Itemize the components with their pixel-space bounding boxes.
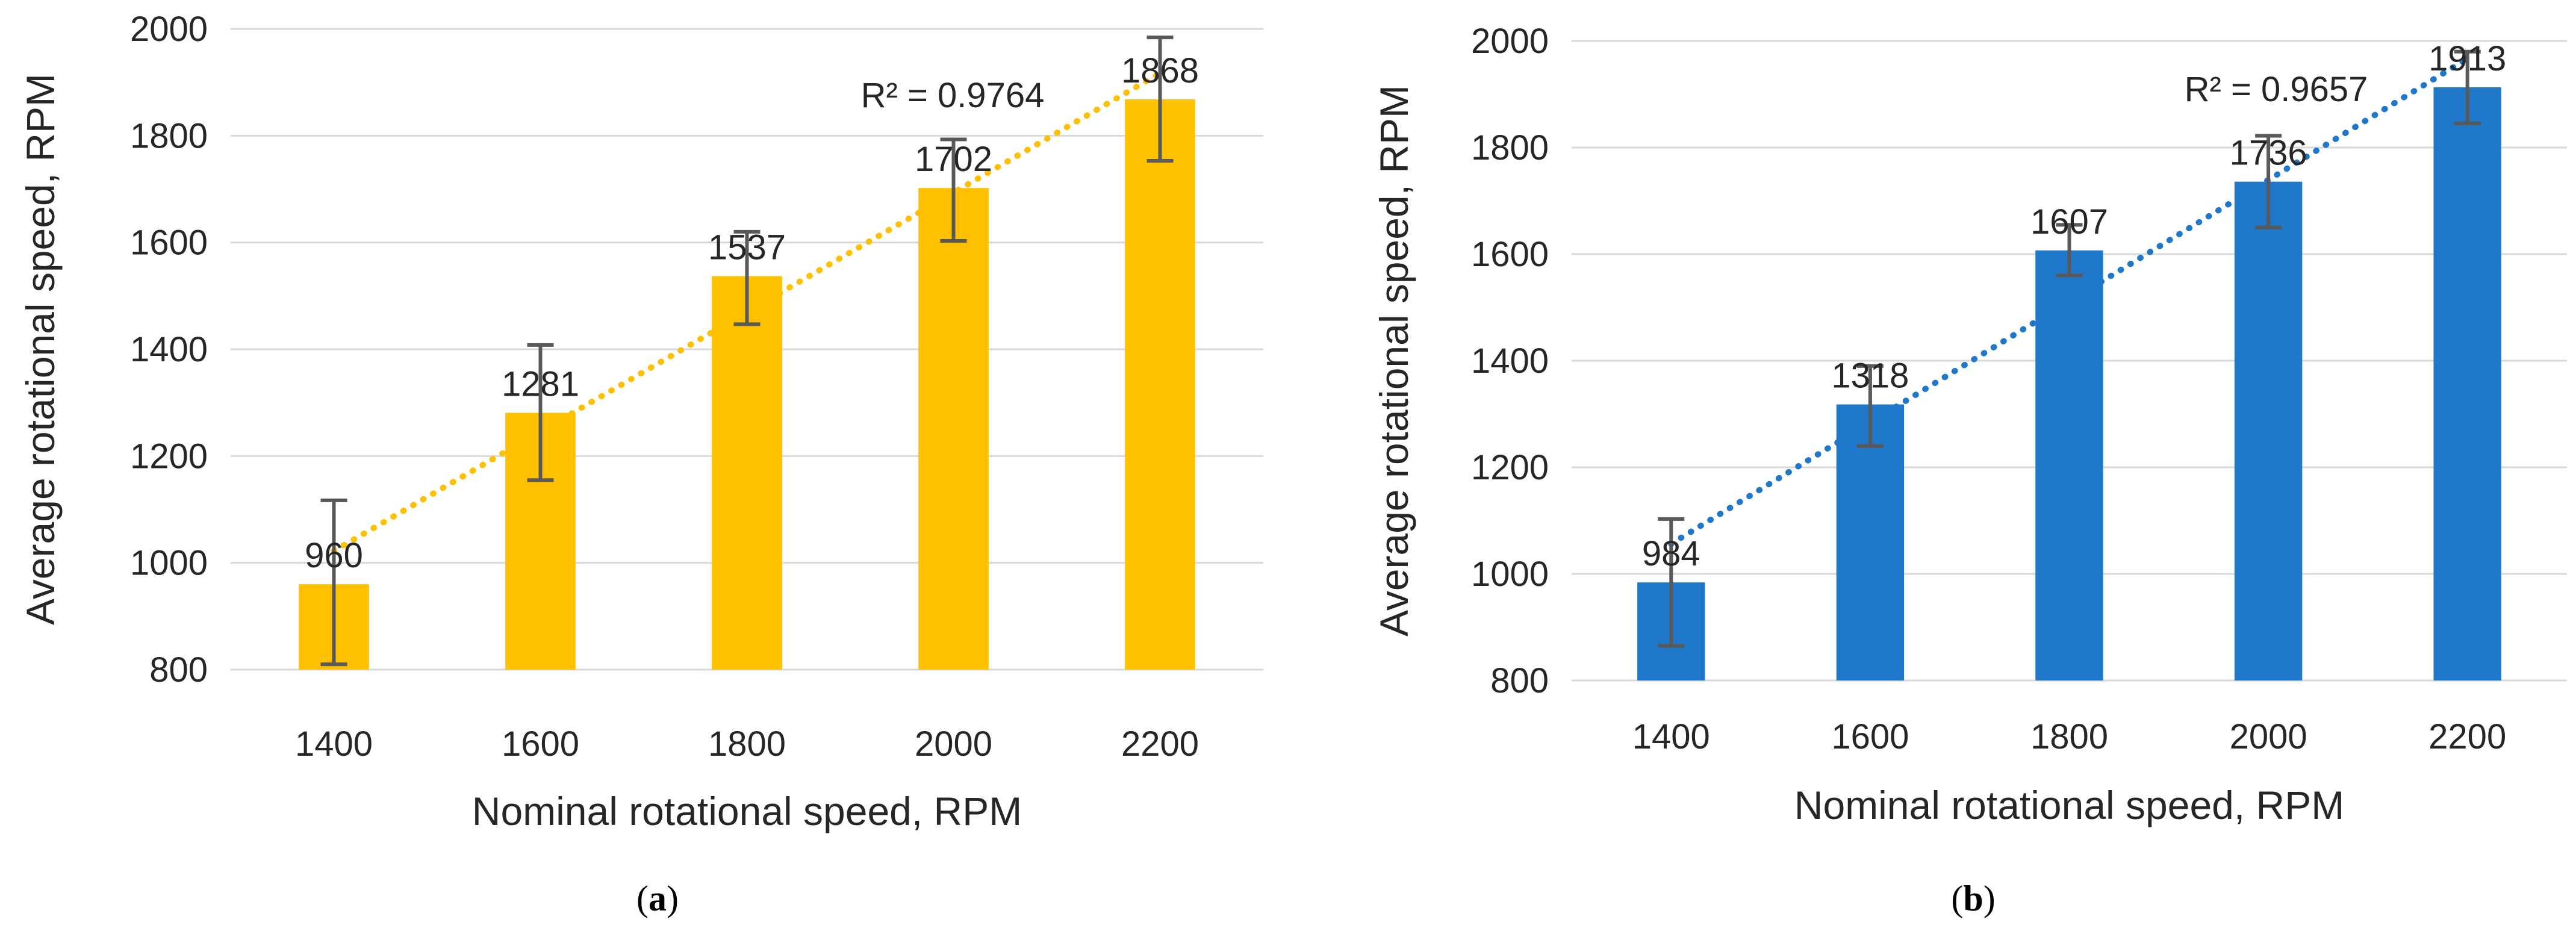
chart-a-bar	[918, 188, 989, 670]
chart-b-ytick-label: 1800	[1471, 128, 1549, 167]
chart-b-xtick-label: 1600	[1831, 717, 1909, 756]
chart-b-xtick-label: 1400	[1632, 717, 1710, 756]
chart-b-bar	[2234, 181, 2303, 680]
chart-b-data-label: 1736	[2230, 134, 2307, 173]
chart-b-y-axis-title: Average rotational speed, RPM	[1372, 85, 1416, 637]
chart-panel-a: 800 1000 1200 1400 1600 1800 2000 960 1281 1537 17…	[18, 10, 1263, 833]
chart-b-ytick-label: 2000	[1471, 22, 1549, 61]
chart-a-ytick-label: 1000	[130, 544, 208, 583]
chart-a-trendline	[331, 70, 1163, 554]
chart-a-ytick-label: 1800	[130, 116, 208, 155]
chart-b-ytick-label: 1600	[1471, 235, 1549, 274]
chart-b-data-label: 1913	[2428, 39, 2506, 78]
chart-a-x-axis-title: Nominal rotational speed, RPM	[472, 789, 1022, 833]
chart-b-bar	[1836, 404, 1905, 680]
chart-a-xtick-label: 2200	[1121, 724, 1199, 764]
chart-a-xtick-label: 1800	[708, 724, 786, 764]
chart-a-ytick-label: 1600	[130, 223, 208, 263]
chart-b-ytick-label: 1200	[1471, 448, 1549, 487]
chart-a-ytick-label: 800	[149, 650, 208, 690]
chart-b-xtick-label: 2200	[2428, 717, 2506, 756]
chart-a-y-axis-title: Average rotational speed, RPM	[18, 73, 63, 625]
chart-b-r2-label: R² = 0.9657	[2185, 70, 2368, 109]
chart-a-bar	[1125, 99, 1195, 670]
chart-a-ytick-label: 1200	[130, 437, 208, 476]
chart-a-data-label: 1281	[502, 365, 579, 404]
chart-a-r2-label: R² = 0.9764	[861, 76, 1045, 115]
chart-b-bar	[2035, 250, 2103, 680]
chart-a-data-label: 960	[305, 536, 363, 575]
chart-a-ytick-label: 2000	[130, 10, 208, 49]
chart-a-bar	[712, 276, 782, 670]
chart-a-data-label: 1868	[1121, 51, 1199, 90]
chart-a-data-label: 1537	[708, 228, 786, 267]
chart-panel-b: 800 1000 1200 1400 1600 1800 2000 984 1318 1607 17…	[1372, 22, 2567, 827]
chart-a-xtick-label: 2000	[915, 724, 992, 764]
chart-b-x-axis-title: Nominal rotational speed, RPM	[1794, 783, 2344, 827]
chart-b-xtick-label: 1800	[2030, 717, 2108, 756]
chart-b-xtick-label: 2000	[2230, 717, 2307, 756]
chart-b-ytick-label: 800	[1490, 661, 1549, 700]
chart-b-data-label: 1607	[2030, 202, 2108, 241]
chart-b-ytick-label: 1000	[1471, 555, 1549, 594]
chart-b-trendline	[1668, 55, 2471, 547]
chart-a-xtick-label: 1400	[295, 724, 373, 764]
chart-b-bar	[2433, 87, 2501, 680]
chart-a-data-label: 1702	[915, 140, 992, 179]
chart-b-data-label: 1318	[1831, 356, 1909, 396]
chart-b-data-label: 984	[1642, 534, 1700, 573]
chart-b-ytick-label: 1400	[1471, 341, 1549, 381]
chart-a-xtick-label: 1600	[502, 724, 579, 764]
caption-a: (a)	[636, 879, 679, 918]
caption-b: (b)	[1951, 879, 1995, 918]
chart-a-ytick-label: 1400	[130, 330, 208, 369]
